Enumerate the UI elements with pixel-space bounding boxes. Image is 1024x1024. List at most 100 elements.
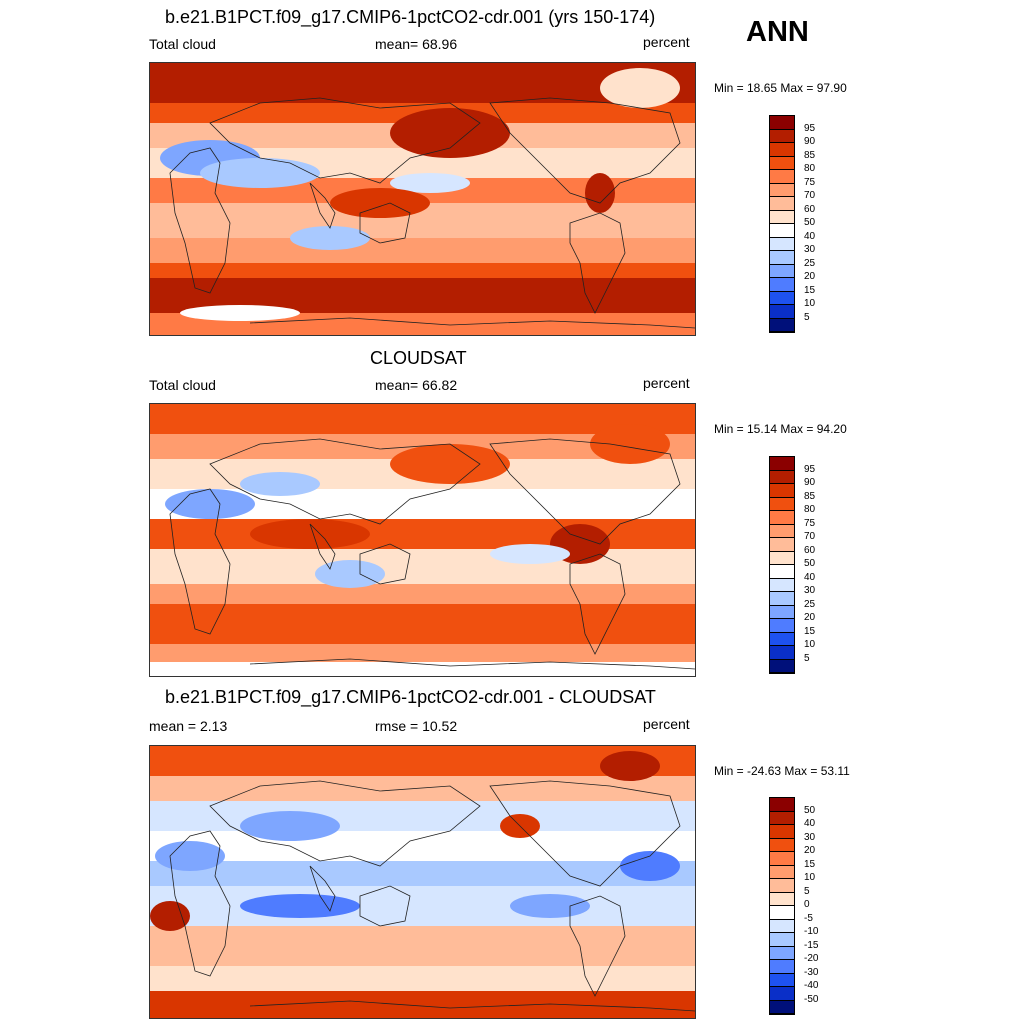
contour-band xyxy=(150,831,695,861)
contour-band xyxy=(150,519,695,549)
colorbar-tick-label: 20 xyxy=(804,612,816,623)
colorbar-segment xyxy=(770,838,794,852)
colorbar-segment xyxy=(770,632,794,646)
colorbar xyxy=(769,115,795,333)
field-label: Total cloud xyxy=(149,377,216,393)
colorbar-tick-label: 50 xyxy=(804,804,816,816)
colorbar-tick-label: 30 xyxy=(804,585,816,596)
coastline xyxy=(359,202,411,244)
contour-band xyxy=(150,776,695,801)
colorbar-segment xyxy=(770,852,794,866)
mean-label: mean= 66.82 xyxy=(375,377,458,393)
colorbar-segment xyxy=(770,210,794,224)
coastline xyxy=(209,780,481,867)
panel-title: b.e21.B1PCT.f09_g17.CMIP6-1pctCO2-cdr.00… xyxy=(165,7,656,27)
colorbar-segment xyxy=(770,116,794,130)
colorbar-segment xyxy=(770,551,794,565)
colorbar-segment xyxy=(770,578,794,592)
rmse-label: rmse = 10.52 xyxy=(375,718,458,734)
colorbar-segment xyxy=(770,470,794,484)
colorbar-tick-label: -10 xyxy=(804,926,819,937)
coastline xyxy=(359,885,411,927)
contour-blob xyxy=(390,173,470,193)
colorbar-segment xyxy=(770,143,794,157)
colorbar-tick-label: 85 xyxy=(804,149,816,161)
colorbar-segment xyxy=(770,946,794,960)
map-plot xyxy=(149,62,696,336)
colorbar-segment xyxy=(770,605,794,619)
colorbar-tick-label: 60 xyxy=(804,203,816,215)
colorbar-segment xyxy=(770,291,794,305)
contour-band xyxy=(150,604,695,644)
colorbar-segment xyxy=(770,511,794,525)
colorbar-tick-label: -5 xyxy=(804,912,813,924)
colorbar-tick-label: 80 xyxy=(804,163,816,174)
contour-blob xyxy=(390,108,510,158)
contour-band xyxy=(150,966,695,991)
contour-blob xyxy=(240,472,320,496)
coastline xyxy=(569,895,626,997)
colorbar-segment xyxy=(770,264,794,278)
contour-map xyxy=(150,63,695,335)
colorbar-tick-label: -40 xyxy=(804,980,819,991)
map-plot xyxy=(149,745,696,1019)
colorbar-segment xyxy=(770,825,794,839)
contour-blob xyxy=(290,226,370,250)
contour-band xyxy=(150,644,695,664)
colorbar-segment xyxy=(770,457,794,471)
colorbar-tick-label: -15 xyxy=(804,939,819,951)
coastline xyxy=(569,212,626,314)
colorbar-segment xyxy=(770,129,794,143)
contour-blob xyxy=(165,489,255,519)
contour-blob xyxy=(490,544,570,564)
contour-blob xyxy=(330,188,430,218)
contour-map xyxy=(150,404,695,676)
units-label: percent xyxy=(643,34,690,50)
coastline xyxy=(489,780,681,887)
colorbar-segment xyxy=(770,973,794,987)
min-max-label: Min = 18.65 Max = 97.90 xyxy=(714,81,847,95)
contour-blob xyxy=(150,901,190,931)
mean-label: mean= 68.96 xyxy=(375,36,458,52)
contour-band xyxy=(150,263,695,278)
colorbar-segment xyxy=(770,646,794,660)
colorbar-tick-label: 40 xyxy=(804,230,816,242)
colorbar-segment xyxy=(770,1000,794,1014)
coastline xyxy=(249,317,695,329)
coastline xyxy=(249,658,695,670)
colorbar xyxy=(769,456,795,674)
colorbar-segment xyxy=(770,156,794,170)
colorbar-segment xyxy=(770,497,794,511)
field-label: Total cloud xyxy=(149,36,216,52)
coastline xyxy=(169,488,231,635)
colorbar-segment xyxy=(770,524,794,538)
colorbar-tick-label: 10 xyxy=(804,639,816,650)
panel-title: CLOUDSAT xyxy=(370,348,467,368)
contour-blob xyxy=(315,560,385,588)
colorbar-segment xyxy=(770,659,794,673)
coastline xyxy=(309,182,336,229)
contour-blob xyxy=(180,305,300,321)
min-max-label: Min = -24.63 Max = 53.11 xyxy=(714,764,850,778)
contour-blob xyxy=(620,851,680,881)
colorbar-tick-label: -20 xyxy=(804,953,819,964)
colorbar-tick-label: 0 xyxy=(804,899,810,910)
colorbar-tick-label: 50 xyxy=(804,558,816,569)
colorbar-segment xyxy=(770,224,794,238)
colorbar-segment xyxy=(770,183,794,197)
contour-blob xyxy=(200,158,320,188)
colorbar-segment xyxy=(770,565,794,579)
colorbar-tick-label: 80 xyxy=(804,504,816,515)
colorbar-tick-label: 5 xyxy=(804,885,810,897)
colorbar-tick-label: 40 xyxy=(804,818,816,829)
colorbar-segment xyxy=(770,170,794,184)
panel-title: b.e21.B1PCT.f09_g17.CMIP6-1pctCO2-cdr.00… xyxy=(165,687,656,707)
colorbar-tick-label: 75 xyxy=(804,517,816,529)
contour-blob xyxy=(240,894,360,918)
coastline xyxy=(309,523,336,570)
colorbar-tick-label: 5 xyxy=(804,652,810,664)
diff-mean-label: mean = 2.13 xyxy=(149,718,228,734)
colorbar-segment xyxy=(770,919,794,933)
colorbar-tick-label: 10 xyxy=(804,872,816,883)
units-label: percent xyxy=(643,716,690,732)
